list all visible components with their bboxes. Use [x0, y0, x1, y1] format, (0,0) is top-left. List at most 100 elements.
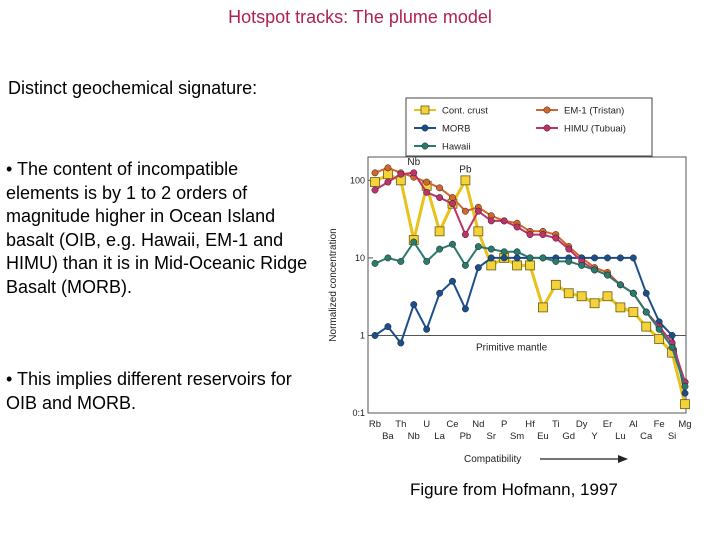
data-point: [526, 254, 534, 262]
data-point: [616, 254, 624, 262]
data-point: [565, 245, 573, 253]
data-point: [370, 177, 380, 187]
data-point: [486, 260, 497, 271]
data-point: [410, 169, 418, 177]
x-tick-label: La: [434, 431, 445, 442]
x-tick-label: U: [423, 419, 430, 430]
series-hawaii: [371, 238, 689, 390]
data-point: [474, 264, 482, 272]
data-point: [578, 261, 586, 269]
data-point: [434, 226, 445, 237]
data-point: [461, 207, 469, 215]
data-point: [512, 260, 522, 271]
y-tick-label: 0:1: [352, 408, 365, 418]
data-point: [474, 207, 482, 215]
data-point: [552, 257, 560, 265]
legend-label: EM-1 (Tristan): [564, 106, 624, 117]
figure-caption: Figure from Hofmann, 1997: [410, 480, 618, 499]
data-point: [563, 288, 574, 299]
data-point: [461, 305, 469, 313]
data-point: [384, 254, 392, 262]
data-point: [384, 323, 392, 331]
x-tick-label: Ti: [552, 419, 560, 430]
data-point: [371, 169, 379, 177]
data-point: [616, 281, 624, 289]
legend-item: Hawaii: [414, 142, 471, 153]
legend-swatch-marker: [543, 124, 551, 132]
x-tick-label: Rb: [369, 419, 381, 430]
x-tick-label: Nd: [472, 419, 484, 430]
data-point: [681, 389, 689, 397]
data-point: [487, 245, 495, 253]
y-tick-label: 100: [350, 175, 365, 185]
data-point: [449, 277, 456, 285]
legend-swatch-marker: [543, 106, 551, 114]
x-tick-label: Nb: [408, 431, 420, 442]
data-point: [628, 307, 639, 318]
x-tick-label: Gd: [562, 431, 575, 442]
x-tick-label: P: [501, 419, 507, 430]
data-point: [525, 260, 535, 271]
data-point: [602, 291, 613, 302]
data-point: [384, 164, 392, 172]
data-point: [436, 289, 444, 297]
data-point: [449, 194, 456, 202]
x-tick-label: Lu: [615, 431, 626, 442]
data-point: [423, 178, 431, 186]
data-point: [604, 271, 611, 279]
x-tick-label: Sm: [510, 431, 524, 442]
data-point: [371, 186, 379, 194]
data-point: [591, 254, 599, 262]
data-point: [371, 259, 379, 267]
data-point: [487, 217, 495, 225]
legend-swatch-marker: [421, 124, 429, 132]
legend-label: HIMU (Tubuai): [564, 124, 626, 135]
legend-box: [405, 97, 653, 157]
data-point: [589, 298, 600, 309]
data-point: [500, 248, 508, 256]
data-point: [500, 217, 508, 225]
legend-label: Hawaii: [442, 142, 471, 153]
x-tick-label: Th: [395, 419, 406, 430]
callout-label: Pb: [459, 164, 472, 175]
data-point: [436, 245, 444, 253]
x-tick-label: Sr: [487, 431, 497, 442]
x-tick-label: Dy: [576, 419, 588, 430]
data-point: [526, 231, 534, 239]
data-point: [513, 223, 521, 231]
data-point: [397, 339, 405, 347]
legend-item: Cont. crust: [414, 106, 488, 117]
legend-label: MORB: [442, 124, 471, 135]
data-point: [550, 279, 561, 290]
x-tick-label: Ca: [640, 431, 653, 442]
data-point: [410, 301, 418, 309]
legend-swatch-marker: [421, 142, 429, 150]
data-point: [436, 194, 444, 202]
plot-area: Primitive mantle 100 10 1 0:1 Normalized conc…: [328, 156, 692, 465]
data-point: [384, 178, 392, 186]
y-axis-label: Normalized concentration: [328, 228, 339, 341]
legend-item: MORB: [414, 124, 471, 135]
data-point: [654, 334, 665, 344]
data-point: [487, 254, 495, 262]
data-point: [539, 231, 547, 239]
x-tick-label: Al: [629, 419, 637, 430]
x-tick-label: Er: [603, 419, 613, 430]
data-point: [371, 331, 379, 339]
legend-item: HIMU (Tubuai): [536, 124, 626, 135]
data-point: [604, 254, 611, 262]
data-point: [680, 399, 690, 410]
data-point: [423, 325, 431, 333]
data-point: [474, 243, 482, 251]
x-axis-arrowhead: [618, 455, 628, 463]
x-tick-label: Fe: [654, 419, 665, 430]
data-point: [668, 331, 676, 339]
data-point: [461, 261, 469, 269]
data-point: [538, 302, 548, 313]
data-point: [460, 175, 471, 186]
data-point: [681, 382, 689, 390]
x-tick-label: Pb: [460, 431, 472, 442]
data-point: [449, 240, 456, 248]
y-tick-label: 1: [360, 330, 365, 340]
data-point: [615, 302, 626, 313]
